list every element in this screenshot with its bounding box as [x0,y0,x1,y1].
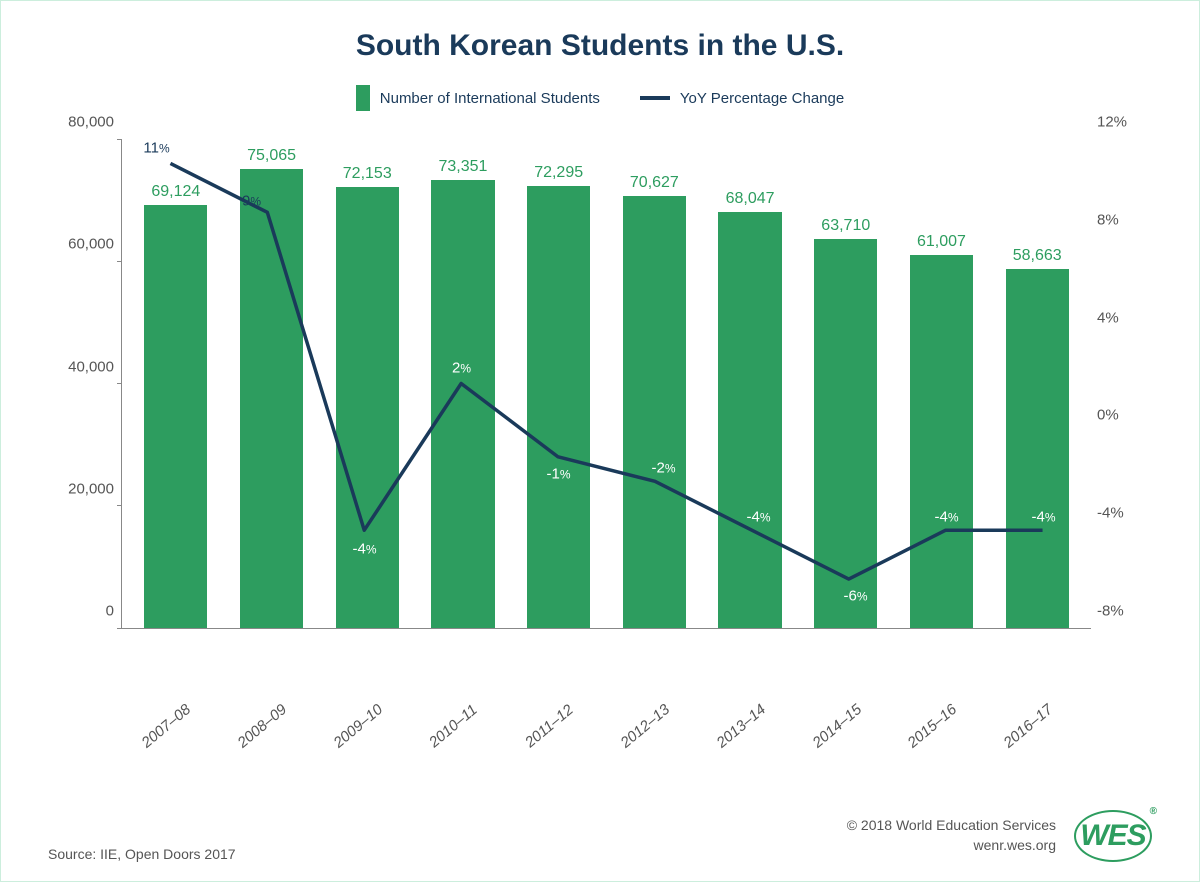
x-axis-label: 2013–14 [699,689,783,764]
source-text: Source: IIE, Open Doors 2017 [48,846,236,862]
url-text: wenr.wes.org [847,836,1056,856]
y-right-tick: -4% [1097,505,1145,522]
chart-container: South Korean Students in the U.S. Number… [0,0,1200,882]
legend-bar-label: Number of International Students [380,90,600,107]
pct-label: -4% [746,509,770,526]
y-left-tick: 80,000 [50,114,114,131]
y-right-tick: 4% [1097,309,1145,326]
x-axis-label: 2009–10 [316,689,400,764]
y-left-tick: 0 [50,603,114,620]
chart-area: 69,12475,06572,15373,35172,29570,62768,0… [49,139,1151,719]
pct-label: -6% [843,588,867,605]
x-axis-label: 2007–08 [124,689,208,764]
pct-label: 9% [242,192,261,209]
x-axis-label: 2010–11 [411,689,495,764]
y-right-tick: 12% [1097,114,1145,131]
x-axis-labels: 2007–082008–092009–102010–112011–122012–… [121,700,1091,717]
legend-item-bar: Number of International Students [356,85,600,111]
pct-label: -2% [651,460,675,477]
y-left-tick: 20,000 [50,480,114,497]
line-layer [122,139,1091,628]
wes-logo-icon: WES [1074,810,1152,862]
y-left-tick: 60,000 [50,236,114,253]
yoy-line [170,163,1042,579]
legend-bar-swatch [356,85,370,111]
pct-label: -4% [1031,509,1055,526]
y-right-tick: -8% [1097,603,1145,620]
pct-label: -4% [934,509,958,526]
footer: Source: IIE, Open Doors 2017 © 2018 Worl… [48,810,1152,862]
x-axis-label: 2016–17 [986,689,1070,764]
copyright-text: © 2018 World Education Services [847,816,1056,836]
x-axis-label: 2008–09 [220,689,304,764]
y-right-tick: 8% [1097,211,1145,228]
y-right-tick: 0% [1097,407,1145,424]
x-axis-label: 2015–16 [890,689,974,764]
chart-title: South Korean Students in the U.S. [49,29,1151,63]
legend: Number of International Students YoY Per… [49,85,1151,111]
pct-label: -4% [352,541,376,558]
legend-line-swatch [640,96,670,100]
y-left-tick: 40,000 [50,358,114,375]
footer-right: © 2018 World Education Services wenr.wes… [847,810,1152,862]
x-axis-label: 2012–13 [603,689,687,764]
pct-label: 11% [143,139,169,156]
legend-item-line: YoY Percentage Change [640,90,844,107]
legend-line-label: YoY Percentage Change [680,90,844,107]
pct-label: -1% [546,465,570,482]
pct-label: 2% [452,360,471,377]
x-axis-label: 2011–12 [507,689,591,764]
plot-area: 69,12475,06572,15373,35172,29570,62768,0… [121,139,1091,629]
x-axis-label: 2014–15 [795,689,879,764]
